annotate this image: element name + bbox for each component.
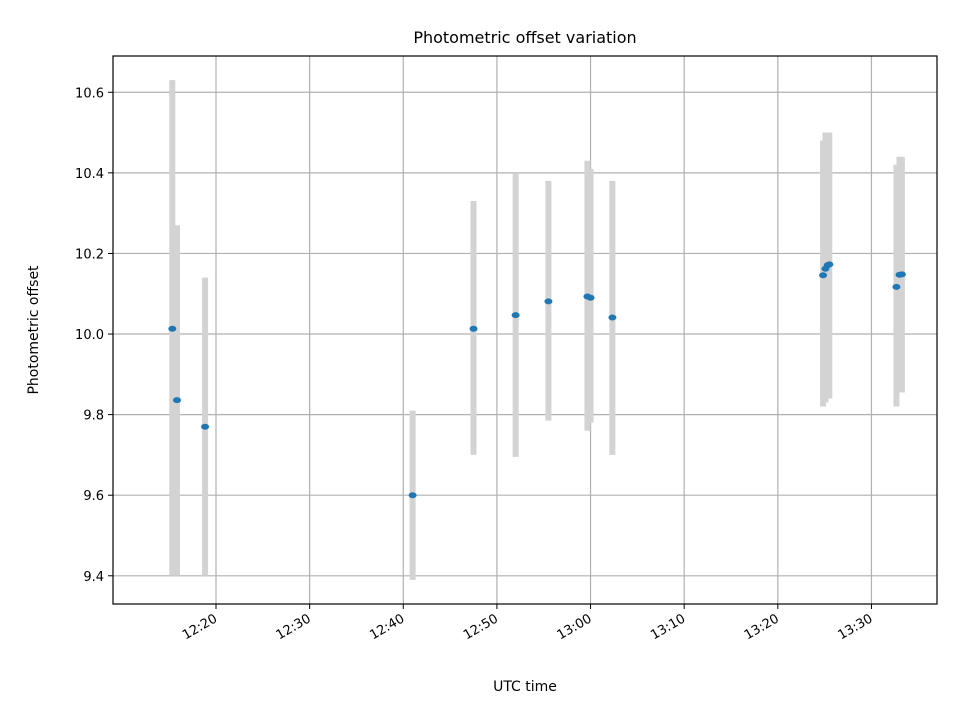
y-tick-label: 10.6 (75, 86, 104, 101)
data-point (408, 492, 417, 499)
data-point (172, 397, 181, 404)
data-point (819, 272, 828, 279)
data-point (469, 325, 478, 332)
y-axis-title: Photometric offset (26, 265, 42, 395)
data-point (511, 312, 520, 319)
y-tick-label: 9.4 (83, 570, 104, 585)
y-tick-label: 10.0 (75, 328, 104, 343)
y-tick-label: 10.4 (75, 167, 104, 182)
x-axis-title: UTC time (493, 679, 557, 695)
data-point (544, 298, 553, 305)
data-point (586, 294, 595, 301)
point-layer (168, 261, 906, 499)
y-tick-label: 9.6 (83, 489, 104, 504)
y-tick-label: 10.2 (75, 247, 104, 262)
data-point (892, 283, 901, 290)
data-point (201, 423, 210, 430)
data-point (897, 271, 906, 278)
data-point (825, 261, 834, 268)
plot-frame (112, 55, 938, 605)
data-point (168, 325, 177, 332)
data-point (608, 314, 617, 321)
y-tick-label: 9.8 (83, 409, 104, 424)
chart-title: Photometric offset variation (413, 28, 636, 47)
